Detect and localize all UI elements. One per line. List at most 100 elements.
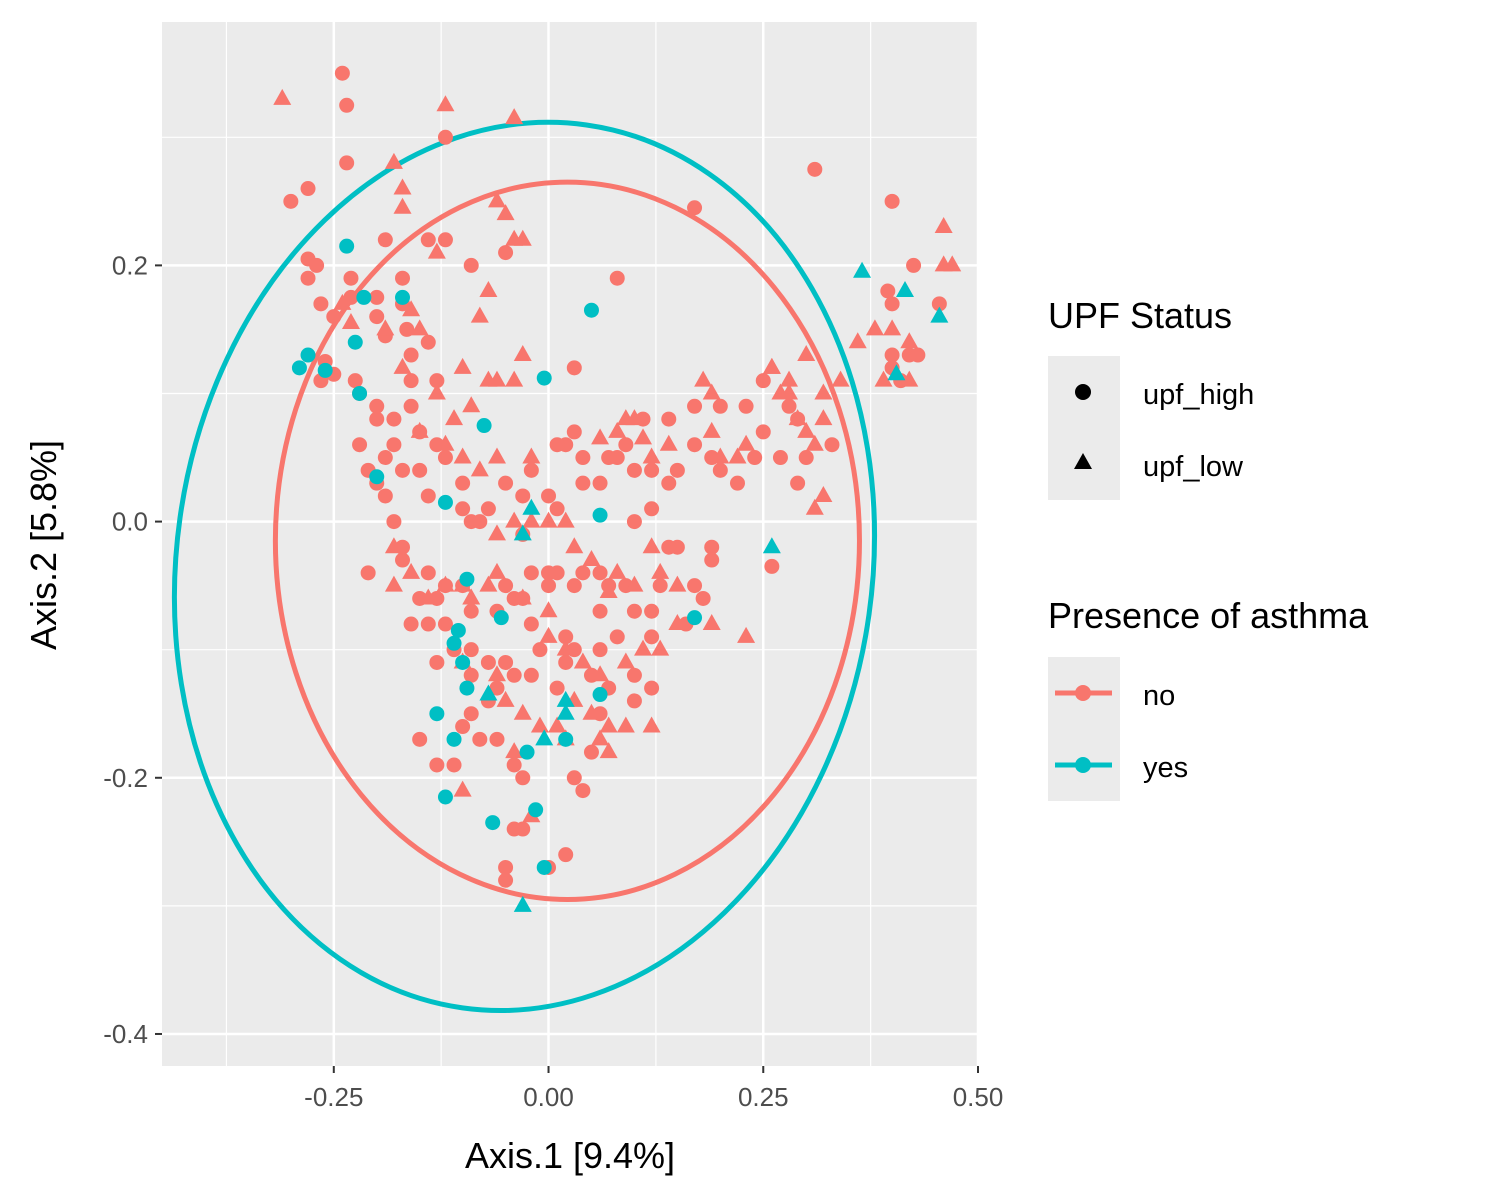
point-no-upf-low [728, 447, 747, 464]
point-no-upf-low [539, 511, 558, 528]
point-no-upf-low [384, 537, 403, 554]
y-axis-ticks: 0.2 0.0 -0.2 -0.4 [103, 250, 162, 1049]
point-no-upf-low [814, 409, 833, 426]
point-no-upf-high [575, 783, 591, 799]
point-no-upf-high [687, 200, 703, 216]
legend-key-upf-high [1075, 384, 1091, 400]
point-no-upf-low [874, 370, 893, 387]
legend-title-upf-status: UPF Status [1048, 295, 1232, 336]
legend: UPF Status upf_high upf_low Presence of … [1048, 295, 1369, 801]
point-no-upf-low [651, 639, 670, 656]
point-no-upf-low [462, 588, 481, 605]
point-no-upf-high [931, 296, 947, 312]
point-yes-upf-low [513, 524, 532, 541]
ellipse-yes [171, 119, 878, 1014]
point-no-upf-low [668, 614, 687, 631]
point-yes-upf-high [558, 731, 574, 747]
plot-panel [162, 22, 978, 1066]
point-no-upf-low [788, 409, 807, 426]
point-no-upf-high [558, 629, 574, 645]
legend-title-asthma: Presence of asthma [1048, 595, 1369, 636]
point-yes-upf-low [556, 703, 575, 720]
point-no-upf-low [539, 626, 558, 643]
legend-label-no: no [1143, 680, 1175, 712]
y-axis-title: Axis.2 [5.8%] [23, 440, 64, 650]
point-no-upf-low [642, 537, 661, 554]
point-yes-upf-high [476, 418, 492, 434]
point-no-upf-high [601, 450, 617, 466]
point-no-upf-low [599, 582, 618, 599]
point-no-upf-low [453, 447, 472, 464]
point-no-upf-low [462, 396, 481, 413]
legend-key-point-no [1075, 685, 1091, 701]
point-no-upf-high [566, 578, 582, 594]
point-no-upf-low [702, 383, 721, 400]
point-yes-upf-low [762, 537, 781, 554]
point-yes-upf-low [895, 281, 914, 298]
point-no-upf-high [712, 462, 728, 478]
point-no-upf-high [704, 539, 720, 555]
point-no-upf-high [446, 757, 462, 773]
point-no-upf-high [463, 642, 479, 658]
point-no-upf-low [702, 614, 721, 631]
point-no-upf-high [403, 347, 419, 363]
point-no-upf-low [505, 511, 524, 528]
point-no-upf-high [549, 501, 565, 517]
point-no-upf-high [807, 161, 823, 177]
point-no-upf-high [884, 193, 900, 209]
point-no-upf-low [805, 434, 824, 451]
point-no-upf-high [386, 437, 402, 453]
point-no-upf-low [651, 562, 670, 579]
point-no-upf-high [429, 757, 445, 773]
point-yes-upf-high [356, 289, 372, 305]
point-no-upf-high [339, 155, 355, 171]
point-no-upf-low [505, 742, 524, 759]
point-no-upf-high [880, 283, 896, 299]
point-no-upf-high [764, 558, 780, 574]
y-tick-label: 0.2 [112, 250, 148, 280]
point-no-upf-low [333, 293, 352, 310]
point-no-upf-low [831, 370, 850, 387]
point-yes-upf-high [446, 635, 462, 651]
point-yes-upf-high [592, 507, 608, 523]
point-no-upf-high [463, 257, 479, 273]
point-no-upf-high [339, 97, 355, 113]
point-no-upf-low [479, 575, 498, 592]
point-no-upf-high [399, 321, 415, 337]
point-no-upf-high [549, 437, 565, 453]
point-yes-upf-high [583, 302, 599, 318]
point-no-upf-high [592, 565, 608, 581]
point-no-upf-high [644, 680, 660, 696]
x-axis-ticks: -0.25 0.00 0.25 0.50 [304, 1066, 1003, 1112]
point-no-upf-high [687, 578, 703, 594]
point-yes-upf-low [535, 729, 554, 746]
point-no-upf-high [300, 181, 316, 197]
point-no-upf-high [463, 603, 479, 619]
point-no-upf-high [772, 450, 788, 466]
point-no-upf-high [626, 462, 642, 478]
point-no-upf-high [523, 667, 539, 683]
point-no-upf-high [420, 232, 436, 248]
point-no-upf-low [402, 562, 421, 579]
point-yes-upf-low [522, 498, 541, 515]
point-no-upf-high [755, 373, 771, 389]
point-no-upf-high [661, 539, 677, 555]
point-no-upf-low [848, 332, 867, 349]
point-no-upf-low [668, 575, 687, 592]
point-no-upf-high [695, 590, 711, 606]
point-no-upf-high [455, 501, 471, 517]
point-no-upf-low [814, 485, 833, 502]
point-no-upf-low [556, 511, 575, 528]
point-no-upf-low [487, 562, 506, 579]
point-no-upf-high [489, 680, 505, 696]
point-no-upf-high [669, 462, 685, 478]
point-no-upf-low [616, 652, 635, 669]
point-no-upf-high [369, 289, 385, 305]
point-no-upf-high [395, 270, 411, 286]
y-tick-label: 0.0 [112, 507, 148, 537]
point-no-upf-high [420, 488, 436, 504]
x-axis-title: Axis.1 [9.4%] [465, 1135, 675, 1176]
point-no-upf-high [352, 437, 368, 453]
point-yes-upf-low [930, 306, 949, 323]
point-no-upf-high [455, 475, 471, 491]
